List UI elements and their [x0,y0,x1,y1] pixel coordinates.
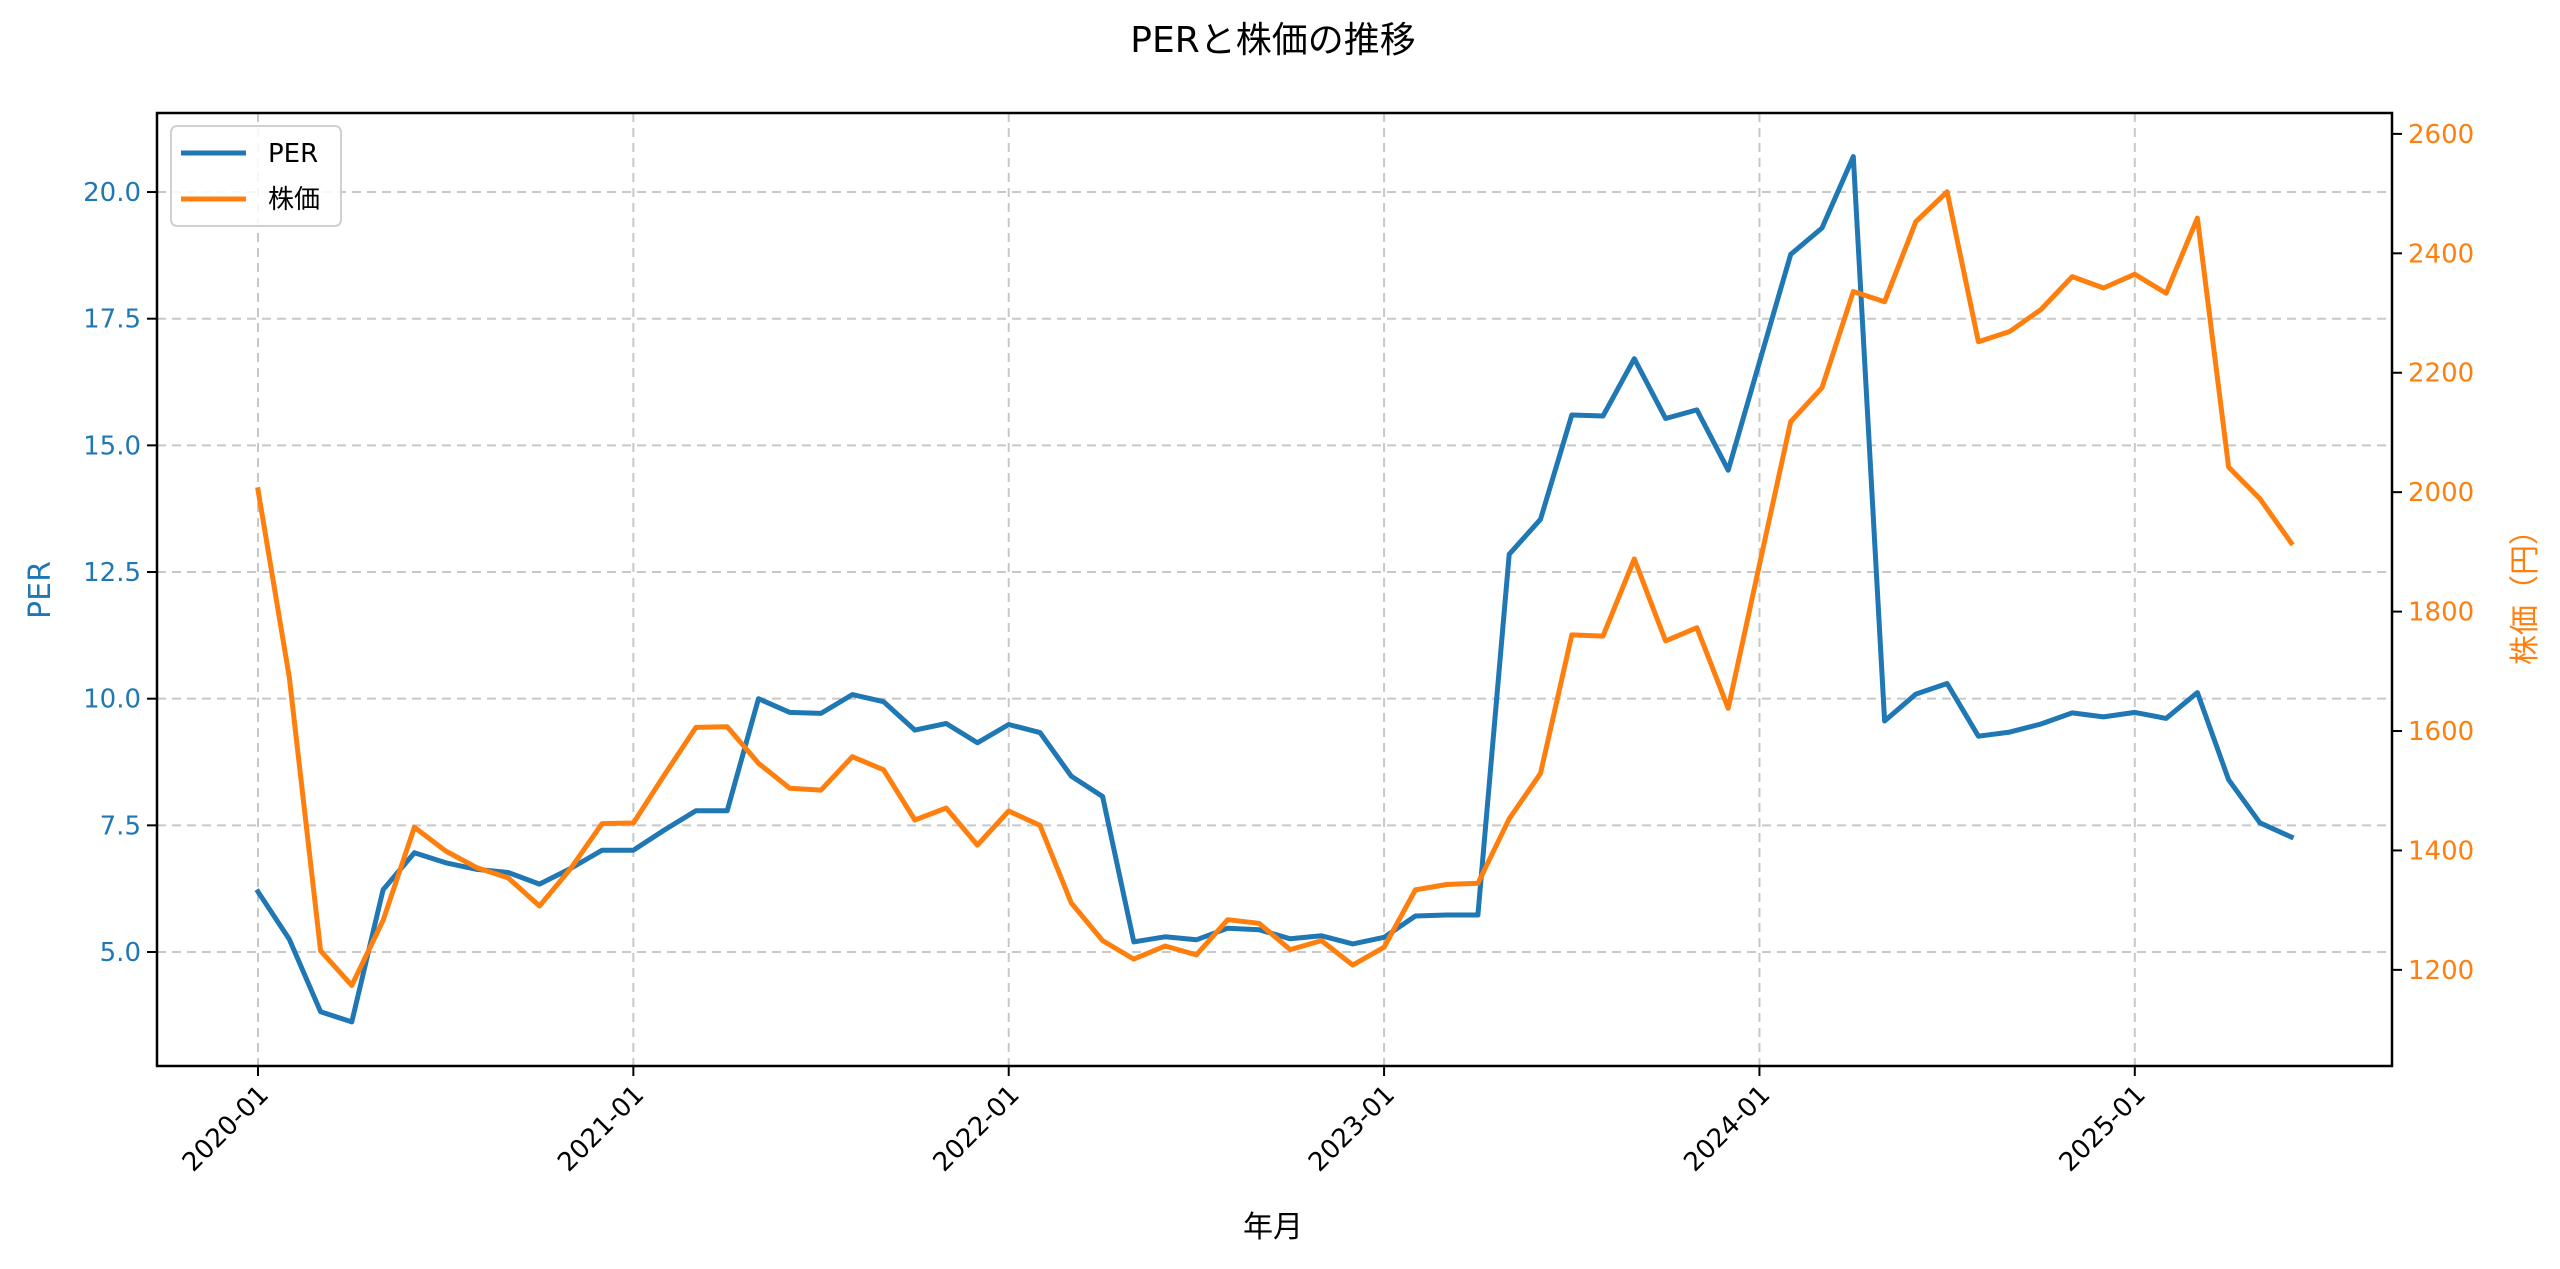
right-axis-title: 株価（円） [2508,515,2543,665]
stock-price-line [255,189,2295,988]
x-tick-label: 2025-01 [2054,1080,2152,1178]
x-tick-label: 2020-01 [177,1080,275,1178]
right-tick-label: 2200 [2408,359,2474,389]
x-tick-label: 2021-01 [552,1080,650,1178]
x-tick-label: 2024-01 [1678,1080,1776,1178]
left-axis-title: PER [23,561,58,619]
grid-lines [157,113,2392,1066]
right-tick-label: 2000 [2408,478,2474,508]
right-y-axis: 1200 1400 1600 1800 2000 2200 2400 2600 [2392,120,2474,986]
plot-frame [155,111,2394,1068]
x-tick-label: 2022-01 [928,1080,1026,1178]
left-tick-label: 10.0 [83,685,141,715]
left-tick-label: 7.5 [100,811,141,841]
right-tick-label: 2400 [2408,239,2474,269]
per-line [254,154,2295,1025]
left-tick-label: 20.0 [83,178,141,208]
plot-lines [254,154,2295,1025]
left-y-axis: 5.0 7.5 10.0 12.5 15.0 17.5 20.0 [83,178,157,968]
left-tick-label: 15.0 [83,431,141,461]
left-tick-label: 12.5 [83,558,141,588]
left-tick-label: 17.5 [83,305,141,335]
legend-label-per: PER [268,139,318,169]
right-tick-label: 1400 [2408,836,2474,866]
legend: PER 株価 [170,125,342,227]
right-tick-label: 2600 [2408,120,2474,150]
right-tick-label: 1200 [2408,956,2474,986]
x-axis-title: 年月 [1243,1210,1303,1245]
left-tick-label: 5.0 [100,938,141,968]
legend-label-stock-price: 株価 [268,185,320,215]
x-axis: 2020-01 2021-01 2022-01 2023-01 2024-01 2025-… [177,1066,2152,1178]
chart-title: PERと株価の推移 [1130,20,1415,61]
right-tick-label: 1600 [2408,717,2474,747]
x-tick-label: 2023-01 [1303,1080,1401,1178]
right-tick-label: 1800 [2408,598,2474,628]
